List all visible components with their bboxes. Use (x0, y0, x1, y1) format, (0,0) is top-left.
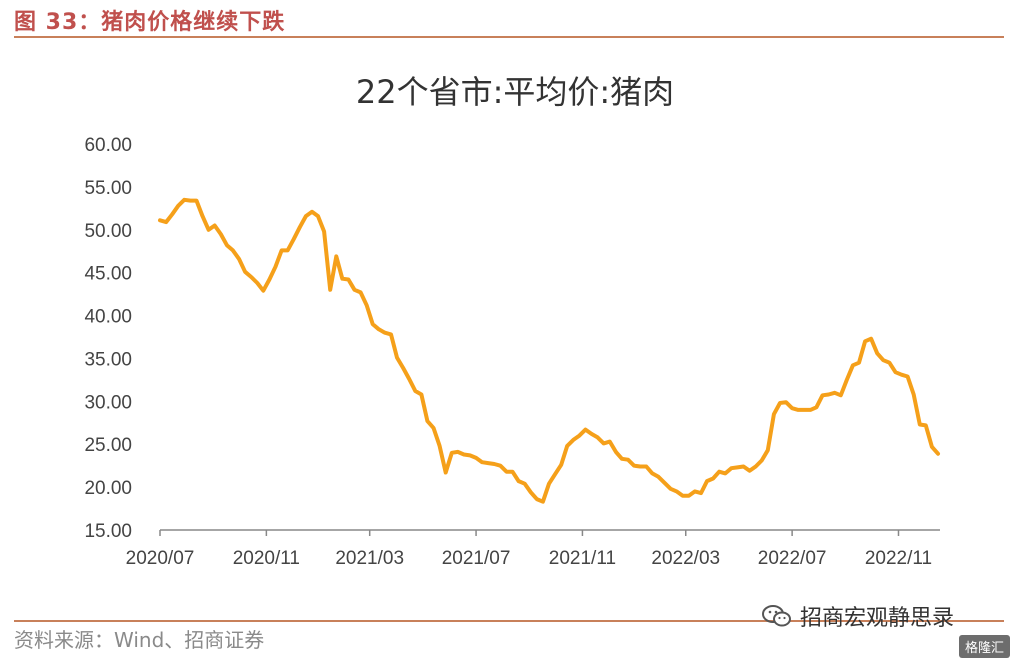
y-tick-label: 50.00 (84, 221, 132, 242)
y-axis: 15.00 20.00 25.00 30.00 35.00 40.00 45.00 50.00… (84, 135, 132, 542)
wechat-icon (762, 604, 792, 628)
figure-header: 图 33：猪肉价格继续下跌 (14, 10, 286, 35)
series-line (158, 197, 940, 504)
y-tick-label: 45.00 (84, 264, 132, 285)
x-tick-label: 2021/11 (549, 548, 616, 569)
x-tick-label: 2022/03 (651, 548, 720, 569)
chart-title: 22个省市:平均价:猪肉 (356, 73, 674, 111)
x-tick-label: 2021/07 (442, 548, 511, 569)
y-tick-label: 55.00 (84, 178, 132, 199)
y-tick-label: 25.00 (84, 435, 132, 456)
footer-divider (14, 620, 1004, 622)
y-tick-label: 20.00 (84, 478, 132, 499)
y-tick-label: 60.00 (84, 135, 132, 156)
x-axis: 2020/07 2020/11 2021/03 2021/07 2021/11 2022/… (126, 529, 940, 569)
watermark: 招商宏观静思录 (762, 600, 954, 632)
line-chart: 22个省市:平均价:猪肉 15.00 20.00 25.00 30.00 35.00 40… (84, 73, 940, 569)
watermark-text: 招商宏观静思录 (800, 606, 955, 631)
source-note: 资料来源：Wind、招商证券 (14, 628, 265, 652)
y-tick-label: 15.00 (84, 521, 132, 542)
y-tick-label: 40.00 (84, 307, 132, 328)
y-tick-label: 35.00 (84, 349, 132, 370)
series (158, 197, 940, 504)
x-tick-label: 2020/11 (233, 548, 300, 569)
x-tick-label: 2021/03 (335, 548, 404, 569)
header-divider (14, 36, 1004, 38)
x-tick-label: 2022/07 (758, 548, 827, 569)
x-tick-label: 2022/11 (865, 548, 932, 569)
y-tick-label: 30.00 (84, 392, 132, 413)
x-tick-label: 2020/07 (126, 548, 195, 569)
source-badge: 格隆汇 (958, 635, 1010, 658)
